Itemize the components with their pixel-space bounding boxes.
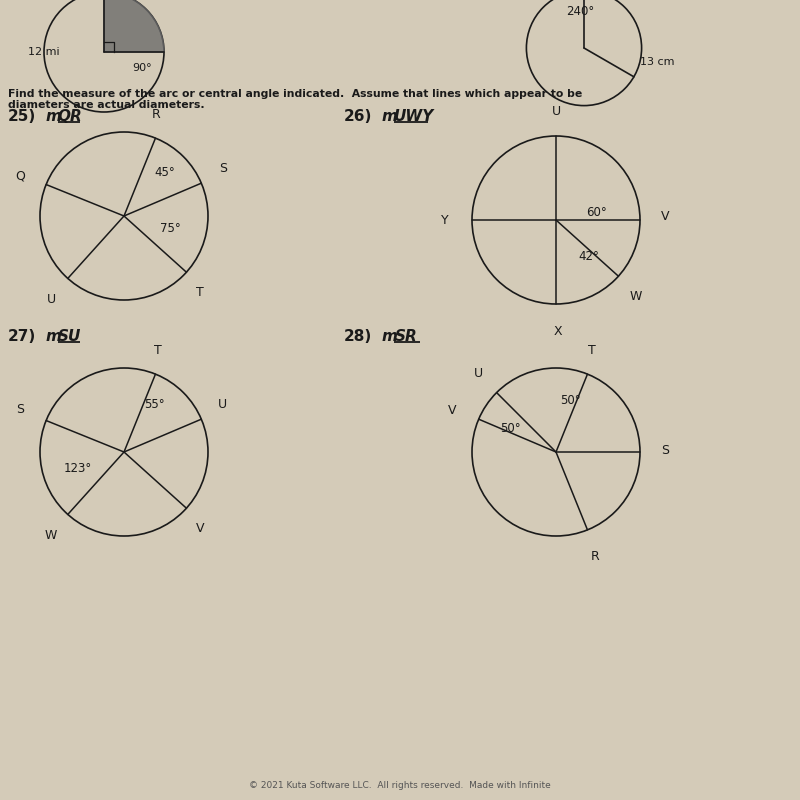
Text: Y: Y [441,214,449,226]
Text: W: W [45,530,58,542]
Text: T: T [196,286,204,299]
Text: 123°: 123° [64,462,92,474]
Text: U: U [46,294,56,306]
Text: 45°: 45° [154,166,175,178]
Text: T: T [588,344,596,357]
Text: 55°: 55° [144,398,165,410]
Text: m: m [382,109,398,124]
Text: 25): 25) [8,109,36,124]
Text: 240°: 240° [566,5,594,18]
Text: m: m [46,329,62,344]
Text: 28): 28) [344,329,372,344]
Text: R: R [590,550,599,562]
Text: R: R [152,108,161,121]
Text: U: U [218,398,227,411]
Text: X: X [554,325,562,338]
Text: 75°: 75° [160,222,181,234]
Text: 13 cm: 13 cm [640,58,674,67]
Text: diameters are actual diameters.: diameters are actual diameters. [8,100,205,110]
Text: m: m [382,329,398,344]
Text: QR: QR [58,109,82,124]
Text: 50°: 50° [560,394,581,406]
Text: 90°: 90° [132,63,152,73]
Polygon shape [104,0,164,52]
Text: Q: Q [15,170,25,182]
Text: m: m [46,109,62,124]
Text: UWY: UWY [394,109,434,124]
Text: Find the measure of the arc or central angle indicated.  Assume that lines which: Find the measure of the arc or central a… [8,90,582,99]
Text: 42°: 42° [578,250,599,262]
Text: 60°: 60° [586,206,607,218]
Text: 12 mi: 12 mi [28,47,60,57]
Text: V: V [448,404,457,417]
Text: © 2021 Kuta Software LLC.  All rights reserved.  Made with Infinite: © 2021 Kuta Software LLC. All rights res… [249,782,551,790]
Text: 27): 27) [8,329,36,344]
Text: W: W [630,290,642,303]
Text: U: U [474,367,482,381]
Text: 50°: 50° [500,422,521,434]
Text: SR: SR [394,329,417,344]
Text: S: S [661,444,669,457]
Text: T: T [154,344,162,357]
Text: V: V [196,522,204,535]
Text: 26): 26) [344,109,372,124]
Text: S: S [16,403,24,416]
Text: SU: SU [58,329,81,344]
Text: U: U [551,105,561,118]
Text: S: S [218,162,226,175]
Text: V: V [661,210,669,222]
